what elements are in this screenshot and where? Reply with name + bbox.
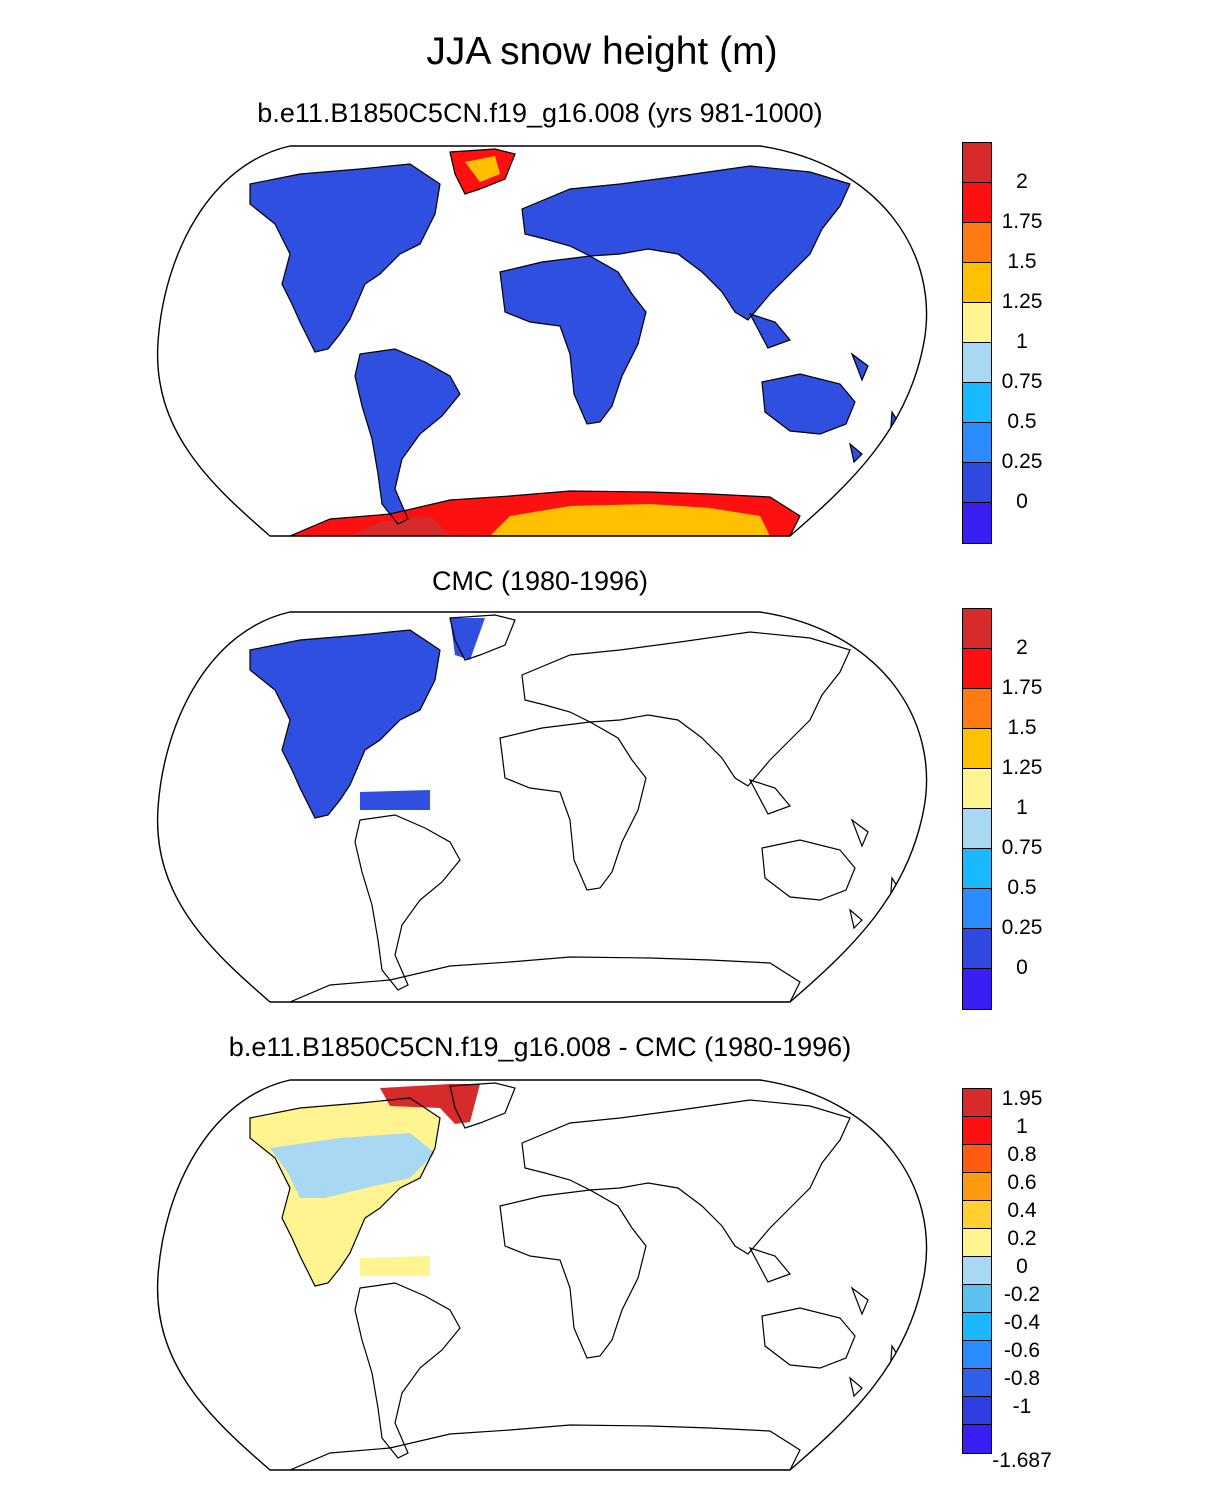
colorbar-tick-label: 0.6 [1007, 1171, 1037, 1194]
figure-title: JJA snow height (m) [426, 30, 778, 73]
colorbar-tick-label: -0.8 [1003, 1367, 1041, 1390]
colorbar-tick-label: -1.687 [992, 1449, 1052, 1472]
colorbar-segment [963, 889, 991, 929]
panel-title-model: b.e11.B1850C5CN.f19_g16.008 (yrs 981-100… [257, 98, 823, 128]
colorbar-segment [963, 1369, 991, 1397]
colorbar-model [962, 142, 992, 544]
colorbar-segment [963, 503, 991, 543]
colorbar-segment [963, 729, 991, 769]
colorbar-tick-label: 0 [1016, 1255, 1028, 1278]
colorbar-segment [963, 609, 991, 649]
colorbar-tick-label: 1.95 [1001, 1087, 1043, 1110]
colorbar-tick-label: 1.5 [1007, 716, 1037, 739]
colorbar-tick-label: 0 [1016, 490, 1028, 513]
colorbar-segment [963, 143, 991, 183]
colorbar-tick-label: -0.2 [1003, 1283, 1041, 1306]
map-difference [156, 1079, 928, 1471]
colorbar-tick-label: 1 [1016, 1115, 1028, 1138]
colorbar-tick-label: 0.75 [1001, 836, 1043, 859]
colorbar-tick-label: 0.25 [1001, 450, 1043, 473]
colorbar-segment [963, 849, 991, 889]
colorbar-segment [963, 809, 991, 849]
colorbar-segment [963, 1117, 991, 1145]
colorbar-segment [963, 343, 991, 383]
colorbar-segment [963, 383, 991, 423]
colorbar-tick-label: 2 [1016, 170, 1028, 193]
colorbar-tick-label: 1.25 [1001, 290, 1043, 313]
colorbar-segment [963, 263, 991, 303]
colorbar-segment [963, 1145, 991, 1173]
colorbar-segment [963, 1285, 991, 1313]
colorbar-segment [963, 1397, 991, 1425]
colorbar-segment [963, 1173, 991, 1201]
colorbar-tick-label: -0.4 [1003, 1311, 1041, 1334]
colorbar-tick-label: 1.25 [1001, 756, 1043, 779]
colorbar-tick-label: 0.5 [1007, 876, 1037, 899]
difference-fill [250, 1084, 480, 1286]
colorbar-tick-label: 1.75 [1001, 210, 1043, 233]
map-model-snow [156, 145, 928, 537]
map-cmc-snow [156, 611, 928, 1003]
colorbar-tick-label: 1.75 [1001, 676, 1043, 699]
colorbar-segment [963, 1257, 991, 1285]
land-snow-fill [250, 164, 902, 524]
colorbar-segment [963, 1341, 991, 1369]
panel-title-difference: b.e11.B1850C5CN.f19_g16.008 - CMC (1980-… [228, 1032, 852, 1062]
colorbar-segment [963, 223, 991, 263]
colorbar-tick-label: 0.25 [1001, 916, 1043, 939]
colorbar-segment [963, 1089, 991, 1117]
colorbar-segment [963, 183, 991, 223]
colorbar-tick-label: 0.5 [1007, 410, 1037, 433]
colorbar-segment [963, 1229, 991, 1257]
colorbar-tick-label: 0.2 [1007, 1227, 1037, 1250]
colorbar-segment [963, 303, 991, 343]
colorbar-tick-label: 1 [1016, 330, 1028, 353]
colorbar-tick-label: 1.5 [1007, 250, 1037, 273]
colorbar-segment [963, 649, 991, 689]
colorbar-segment [963, 1425, 991, 1453]
colorbar-tick-label: 0.75 [1001, 370, 1043, 393]
colorbar-tick-label: 1 [1016, 796, 1028, 819]
colorbar-difference [962, 1088, 992, 1454]
colorbar-segment [963, 769, 991, 809]
colorbar-tick-label: -0.6 [1003, 1339, 1041, 1362]
colorbar-tick-label: -1 [1012, 1395, 1032, 1418]
colorbar-tick-label: 0.8 [1007, 1143, 1037, 1166]
colorbar-tick-label: 0.4 [1007, 1199, 1037, 1222]
colorbar-segment [963, 969, 991, 1009]
colorbar-segment [963, 423, 991, 463]
colorbar-segment [963, 1313, 991, 1341]
colorbar-tick-label: 2 [1016, 636, 1028, 659]
colorbar-segment [963, 689, 991, 729]
colorbar-cmc [962, 608, 992, 1010]
panel-title-cmc: CMC (1980-1996) [431, 566, 649, 596]
colorbar-tick-label: 0 [1016, 956, 1028, 979]
cmc-snow-fill [250, 618, 485, 818]
colorbar-segment [963, 929, 991, 969]
colorbar-segment [963, 463, 991, 503]
colorbar-segment [963, 1201, 991, 1229]
